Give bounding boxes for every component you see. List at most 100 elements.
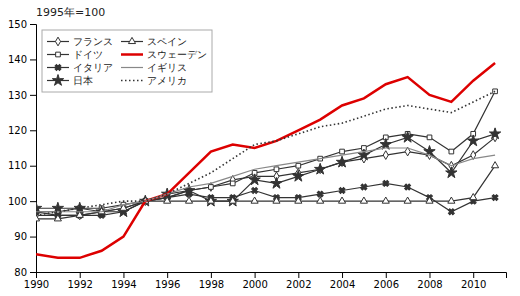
marker [293,170,304,181]
marker [271,177,282,188]
tick-mark [30,24,36,25]
legend-label: スウェーデン [147,49,207,60]
tick: 1998 [199,272,224,290]
series-markers [36,179,500,220]
tick: 120 [8,125,36,136]
tick-mark [473,272,474,278]
tick-mark [30,95,36,96]
legend-swatch [121,53,143,56]
marker [381,179,390,188]
tick: 100 [8,196,36,207]
tick: 1994 [111,272,136,290]
marker [403,183,412,192]
legend-label: スペイン [147,36,187,47]
legend-item: フランス [47,36,113,47]
legend-label: フランス [73,36,113,47]
marker [338,197,345,203]
marker [249,174,260,185]
legend-item: イギリス [121,62,187,73]
series-markers [36,89,497,214]
marker [468,135,479,146]
tick: 2000 [242,272,267,290]
legend-label: アメリカ [147,75,187,86]
marker [54,215,61,221]
legend-item: スウェーデン [121,49,207,60]
marker [382,197,389,203]
series-markers [36,128,501,217]
tick-label: 130 [8,90,27,101]
x-axis: 1990199219941996199820002002200420062008… [24,272,507,290]
tick-mark [211,272,212,278]
series-line [36,91,495,215]
marker [250,186,259,195]
tick: 140 [8,54,36,65]
marker [448,197,455,203]
tick: 80 [14,267,36,278]
marker [230,181,235,186]
tick-label: 90 [14,231,27,242]
marker [338,186,347,195]
marker [273,197,280,203]
marker [185,197,192,203]
legend-label: ドイツ [73,49,103,60]
tick-mark [30,272,36,273]
tick-label: 2000 [242,279,267,290]
marker [446,167,457,178]
marker [489,128,500,139]
tick: 1992 [67,272,92,290]
marker [207,197,214,203]
tick-label: 80 [14,267,27,278]
tick-mark [30,201,36,202]
tick-label: 1996 [155,279,180,290]
marker [296,163,301,168]
tick-mark [255,272,256,278]
marker [229,197,236,203]
marker [447,207,456,216]
marker [449,149,454,154]
legend-marker [56,52,61,57]
marker [470,193,477,199]
title: 1995年=100 [36,6,105,19]
legend-box [42,30,212,92]
tick: 2008 [417,272,442,290]
series-line [36,148,495,212]
marker [209,185,214,190]
legend-column: スペインスウェーデンイギリスアメリカ [121,36,207,86]
marker [315,163,326,174]
tick: 150 [8,19,36,30]
tick: 2002 [286,272,311,290]
tick-label: 120 [8,125,27,136]
tick-label: 1990 [24,279,49,290]
legend-swatch [121,80,143,82]
tick: 1996 [155,272,180,290]
legend-item: イタリア [47,62,113,73]
legend-item: アメリカ [121,75,187,86]
tick-label: 2008 [417,279,442,290]
marker [164,197,171,203]
tick: 90 [14,231,36,242]
marker [360,197,367,203]
tick-label: 110 [8,160,27,171]
legend: フランスドイツイタリア日本スペインスウェーデンイギリスアメリカ [42,30,212,92]
legend-marker [54,63,63,72]
tick-label: 1992 [67,279,92,290]
legend-marker [52,75,63,86]
tick-label: 2002 [286,279,311,290]
marker [427,135,432,140]
legend-label: イタリア [73,62,113,73]
tick-mark [298,272,299,278]
marker [317,197,324,203]
tick-label: 2010 [461,279,486,290]
tick-label: 140 [8,54,27,65]
tick-mark [30,130,36,131]
y-axis: 80 90 100 110 120 130 140 150 [8,19,37,278]
tick: 110 [8,160,36,171]
tick-label: 100 [8,196,27,207]
marker [404,197,411,203]
marker [359,183,368,192]
tick-mark [30,237,36,238]
legend-label: イギリス [147,62,187,73]
tick-mark [123,272,124,278]
legend-marker [55,37,60,46]
marker [402,131,413,142]
